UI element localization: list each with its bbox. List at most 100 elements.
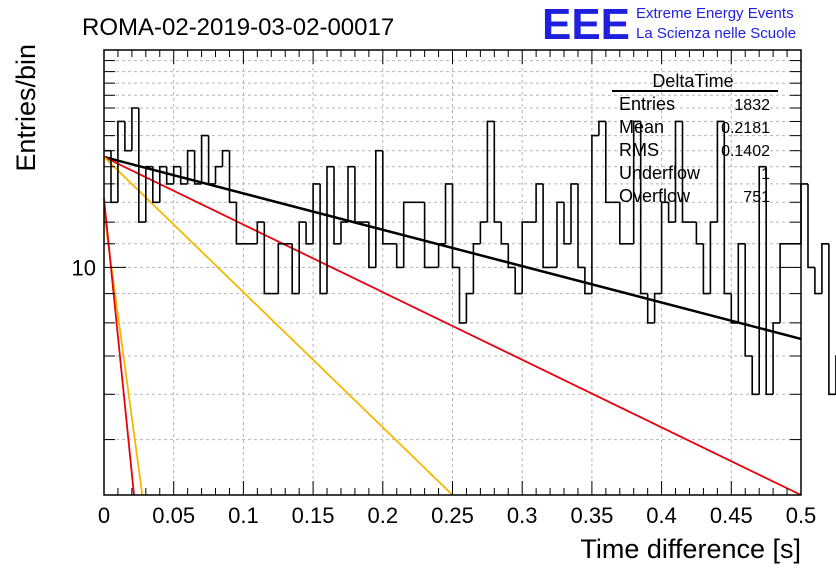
histogram-bin [354, 166, 362, 223]
x-tick-label: 0.25 [431, 503, 474, 528]
histogram-bin [326, 165, 334, 294]
histogram-bin [200, 134, 209, 184]
histogram-bin [312, 183, 321, 244]
histogram-bin [514, 267, 523, 295]
axis-ticks [103, 49, 802, 496]
stats-value: 1 [761, 166, 770, 183]
histogram-bin [165, 166, 174, 185]
histogram-bin [639, 121, 648, 295]
histogram-bin [702, 243, 711, 295]
histogram-bin [395, 243, 404, 269]
x-tick-label: 0.1 [228, 503, 259, 528]
fit-curve [103, 156, 802, 496]
stats-label: Mean [619, 117, 664, 137]
histogram-bin [723, 121, 732, 295]
histogram-bin [577, 183, 585, 269]
eee-logo-line1: Extreme Energy Events [636, 5, 794, 22]
y-tick-labels: 10 [72, 255, 96, 280]
histogram-bin [598, 120, 606, 136]
fit-curve [103, 156, 454, 496]
histogram-bin [402, 201, 411, 268]
histogram-bin [779, 243, 788, 323]
histogram-bin [507, 243, 516, 269]
histogram-bin [709, 221, 718, 294]
histogram-bin [765, 166, 774, 396]
stats-label: Overflow [619, 186, 691, 206]
histogram-bin [660, 201, 669, 294]
eee-logo-line2: La Scienza nelle Scuole [636, 25, 796, 42]
histogram-bin [193, 150, 202, 185]
histogram-bin [605, 121, 613, 204]
histogram-bin [828, 243, 836, 396]
histogram-bin [646, 293, 655, 324]
histogram-bin [179, 166, 188, 185]
x-tick-label: 0.5 [786, 503, 817, 528]
histogram-bin [437, 243, 446, 268]
x-tick-label: 0.2 [368, 503, 399, 528]
histogram-bin [423, 202, 432, 269]
histogram-bin [221, 149, 230, 167]
x-tick-label: 0.15 [292, 503, 335, 528]
histogram-bin [138, 108, 146, 223]
histogram-bin [681, 121, 690, 223]
x-axis-label: Time difference [s] [580, 534, 801, 564]
stats-title: DeltaTime [652, 71, 733, 91]
histogram-bin [235, 202, 244, 245]
histogram-bin [807, 183, 815, 269]
histogram-bin [172, 165, 181, 184]
histogram-bin [298, 221, 307, 294]
histogram-bin [465, 292, 474, 323]
histogram-bin [674, 120, 683, 223]
x-tick-labels: 0 0.05 0.1 0.15 0.2 0.25 0.3 0.35 0.4 0.45 0.5 [98, 503, 816, 528]
histogram-bin [542, 183, 551, 269]
stats-value: 0.2181 [721, 120, 770, 137]
histogram-bin [800, 183, 808, 244]
histogram-bin [375, 149, 383, 268]
histogram-bin [207, 135, 216, 185]
stats-value: 1832 [734, 97, 770, 114]
eee-logo-mark: EEE [542, 0, 630, 49]
stats-value: 751 [743, 189, 770, 206]
histogram-bin [730, 293, 739, 324]
eee-logo: EEE Extreme Energy Events La Scienza nel… [542, 0, 796, 49]
fit-curve [103, 198, 135, 496]
stats-value: 0.1402 [721, 143, 770, 160]
stats-label: Entries [619, 94, 675, 114]
histogram-bin [695, 222, 704, 245]
histogram-bin [751, 356, 760, 396]
histogram-bin [319, 183, 327, 295]
histogram-bin [124, 121, 132, 152]
x-tick-label: 0.35 [570, 503, 613, 528]
histogram-bin [821, 243, 829, 294]
histogram-bin [584, 267, 592, 295]
histogram-bin [256, 221, 265, 244]
histogram-bin [305, 222, 314, 245]
stats-label: RMS [619, 140, 659, 160]
histogram-bin [145, 165, 153, 223]
histogram-bin [521, 221, 530, 294]
x-tick-label: 0.05 [152, 503, 195, 528]
histogram-bin [291, 243, 300, 295]
histogram-bin [382, 150, 390, 245]
histogram-bin [591, 134, 599, 294]
histogram-bin [277, 243, 286, 294]
histogram-bin [347, 165, 355, 223]
histogram-bin [472, 243, 481, 294]
grid [104, 50, 801, 495]
histogram-bin [228, 150, 237, 204]
stats-box: DeltaTime Entries 1832 Mean 0.2181 RMS 0.1402… [612, 71, 778, 206]
x-tick-label: 0.4 [646, 503, 677, 528]
histogram-bin [444, 183, 453, 244]
stats-label: Underflow [619, 163, 701, 183]
histogram-bin [152, 166, 160, 204]
histogram-bin [667, 202, 676, 223]
histogram-bin [479, 221, 488, 244]
run-title: ROMA-02-2019-03-02-00017 [82, 14, 394, 41]
histogram-bin [737, 243, 746, 323]
x-tick-label: 0 [98, 503, 110, 528]
histogram-bin [556, 201, 564, 268]
x-tick-label: 0.45 [710, 503, 753, 528]
histogram-bin [493, 121, 502, 223]
histogram-bin [814, 267, 822, 295]
histogram-bin [758, 165, 767, 395]
